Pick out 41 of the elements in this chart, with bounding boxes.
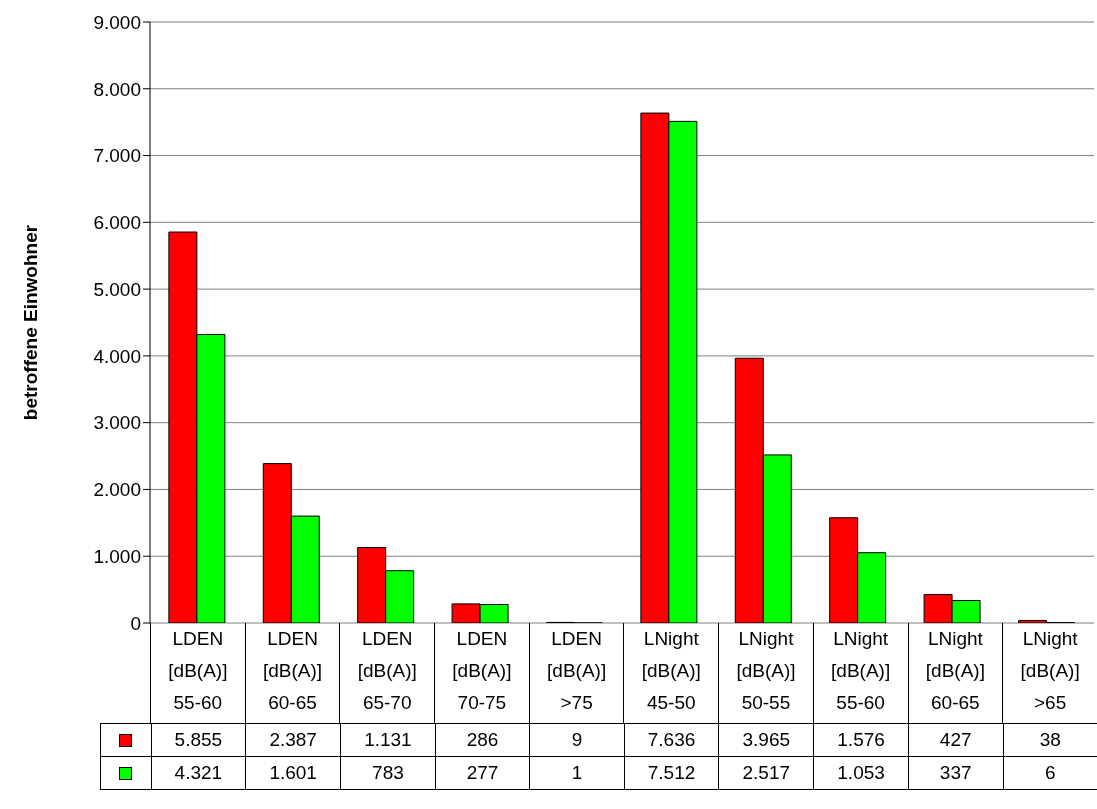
y-tick-label: 8.000 <box>93 78 141 100</box>
y-tick-label: 4.000 <box>93 345 141 367</box>
x-tick-label: LNight [dB(A)] 55-60 <box>830 627 892 715</box>
y-tick-label: 5.000 <box>93 278 141 300</box>
data-label: 277 <box>435 756 530 790</box>
x-tick-label: LNight [dB(A)] 45-50 <box>640 627 702 715</box>
x-tick-label: LDEN [dB(A)] 60-65 <box>261 627 324 715</box>
data-label: 38 <box>1003 723 1097 757</box>
x-tick-label: LDEN [dB(A)] >75 <box>546 627 608 715</box>
data-label: 7.512 <box>624 756 719 790</box>
y-tick-label: 6.000 <box>93 212 141 234</box>
data-label: 1.053 <box>813 756 909 790</box>
data-label: 9 <box>529 723 625 757</box>
y-tick-label: 1.000 <box>93 545 141 567</box>
data-label: 7.636 <box>624 723 719 757</box>
x-tick-label: LDEN [dB(A)] 65-70 <box>356 627 418 715</box>
data-label: 1.601 <box>245 756 341 790</box>
data-label: 1.576 <box>813 723 909 757</box>
x-tick-label: LNight [dB(A)] 50-55 <box>735 627 797 715</box>
y-tick-label: 2.000 <box>93 479 141 501</box>
y-tick-label: 3.000 <box>93 412 141 434</box>
data-label: 783 <box>340 756 436 790</box>
x-tick-label: LNight [dB(A)] >65 <box>1019 627 1081 715</box>
data-label: 2.387 <box>245 723 341 757</box>
data-label: 337 <box>908 756 1003 790</box>
y-tick-label: 9.000 <box>93 11 141 33</box>
data-label: 3.965 <box>718 723 814 757</box>
x-tick-label: LDEN [dB(A)] 55-60 <box>167 627 229 715</box>
data-label: 1.131 <box>340 723 436 757</box>
data-label: 2.517 <box>718 756 814 790</box>
data-label: 6 <box>1003 756 1097 790</box>
data-label: 5.855 <box>151 723 246 757</box>
data-label: 427 <box>908 723 1003 757</box>
y-tick-label: 7.000 <box>93 145 141 167</box>
x-tick-label: LDEN [dB(A)] 70-75 <box>451 627 513 715</box>
data-label: 286 <box>435 723 530 757</box>
x-tick-label: LNight [dB(A)] 60-65 <box>924 627 986 715</box>
y-tick-label: 0 <box>130 612 141 634</box>
data-label: 1 <box>529 756 625 790</box>
y-axis-title: betroffene Einwohner <box>19 224 41 421</box>
data-label: 4.321 <box>151 756 246 790</box>
